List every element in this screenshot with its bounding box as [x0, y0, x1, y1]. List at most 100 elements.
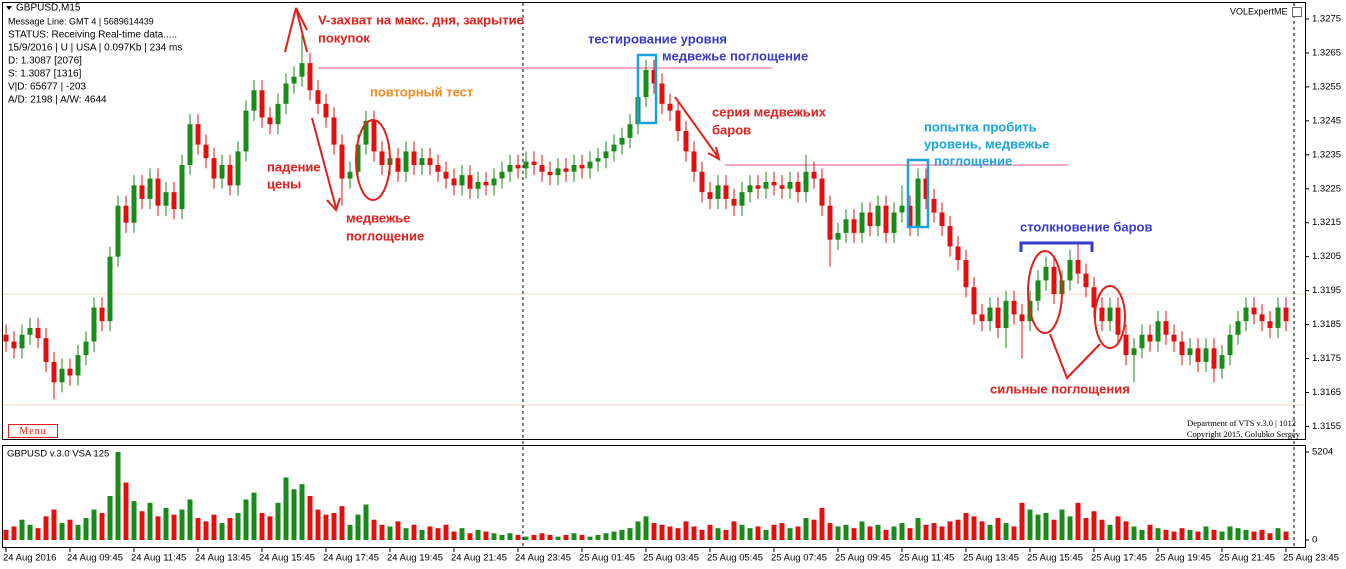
- candle-body: [619, 137, 625, 145]
- info-line: D: 1.3087 [2076]: [8, 56, 82, 67]
- volume-bar: [43, 516, 49, 540]
- candle-body: [1283, 307, 1289, 322]
- volume-bar: [1139, 529, 1145, 540]
- candle-body: [59, 368, 65, 383]
- box: [636, 53, 658, 125]
- candle-body: [531, 161, 537, 165]
- volume-bar: [979, 521, 985, 540]
- candle-body: [1147, 334, 1153, 342]
- volume-bar: [651, 523, 657, 540]
- candle-body: [947, 226, 953, 247]
- volume-bar: [59, 523, 65, 540]
- symbol-title: GBPUSD,M15: [16, 3, 81, 14]
- volume-bar: [531, 534, 537, 540]
- expert-checkbox[interactable]: [1292, 7, 1302, 17]
- candle-body: [499, 171, 505, 179]
- candle-body: [1131, 348, 1137, 356]
- candle-body: [307, 63, 313, 91]
- y-tick-label: 1.3195: [1312, 285, 1341, 296]
- volume-bar: [1059, 509, 1065, 540]
- y-tick-label: 1.3275: [1312, 13, 1341, 24]
- annotation: попытка пробить: [924, 119, 1037, 134]
- candle-body: [411, 151, 417, 165]
- volume-bar: [3, 529, 9, 540]
- candle-body: [723, 185, 729, 199]
- ellipse: [1094, 285, 1126, 349]
- volume-bar: [443, 524, 449, 540]
- price-panel: [2, 2, 1306, 440]
- candle-body: [155, 178, 161, 206]
- candle-body: [523, 161, 529, 169]
- candle-body: [851, 219, 857, 233]
- volume-bar: [1283, 531, 1289, 540]
- annotation: цены: [267, 176, 301, 191]
- volume-bar: [915, 518, 921, 540]
- expert-name: VOLExpertME: [1230, 6, 1288, 16]
- y-tick-label: 5204: [1312, 447, 1333, 458]
- candle-body: [291, 76, 297, 84]
- candle-body: [371, 120, 377, 152]
- menu-button[interactable]: Menu: [8, 424, 58, 438]
- collapse-icon[interactable]: [6, 6, 12, 10]
- candle-body: [651, 69, 657, 84]
- volume-bar: [195, 518, 201, 540]
- candle-body: [83, 341, 89, 356]
- candle-body: [219, 164, 225, 179]
- candle-body: [507, 164, 513, 172]
- candle-body: [547, 171, 553, 176]
- volume-bar: [1107, 524, 1113, 540]
- volume-bar: [923, 524, 929, 540]
- menu-label[interactable]: Menu: [19, 426, 46, 437]
- ellipse: [1027, 250, 1063, 334]
- candle-body: [1171, 334, 1177, 342]
- candle-body: [611, 144, 617, 152]
- volume-bar: [867, 526, 873, 540]
- candle-body: [355, 144, 361, 172]
- candle-body: [1035, 280, 1041, 301]
- volume-bar: [555, 536, 561, 540]
- candle-body: [235, 151, 241, 186]
- candle-body: [1275, 307, 1281, 328]
- volume-bar: [571, 533, 577, 540]
- volume-bar: [515, 534, 521, 540]
- volume-bar: [1099, 519, 1105, 540]
- candle-body: [51, 361, 57, 383]
- candle-body: [435, 164, 441, 172]
- menu-frame[interactable]: [8, 424, 58, 438]
- volume-bar: [419, 529, 425, 540]
- annotation: медвежье поглощение: [662, 48, 808, 63]
- volume-bar: [707, 524, 713, 540]
- candle-body: [1203, 348, 1209, 362]
- candle-body: [715, 185, 721, 199]
- annotation: тестирование уровня: [588, 31, 727, 46]
- volume-bar: [1115, 516, 1121, 540]
- volume-bar: [83, 518, 89, 540]
- volume-bar: [1131, 526, 1137, 540]
- x-tick-label: 24 Aug 19:45: [387, 553, 443, 564]
- x-tick-label: 24 Aug 23:45: [515, 553, 571, 564]
- volume-bar: [1027, 509, 1033, 540]
- volume-bar: [1147, 524, 1153, 540]
- volume-bar: [691, 526, 697, 540]
- volume-bar: [619, 529, 625, 540]
- candle-body: [707, 192, 713, 199]
- volume-bar: [1275, 528, 1281, 540]
- candle-body: [587, 161, 593, 169]
- volume-bar: [219, 523, 225, 540]
- volume-bar: [843, 524, 849, 540]
- volume-bar: [475, 529, 481, 540]
- candle-body: [891, 212, 897, 233]
- candle-body: [403, 151, 409, 172]
- candle-body: [475, 181, 481, 189]
- candle-body: [195, 124, 201, 145]
- volume-bar: [387, 526, 393, 540]
- candle-body: [419, 158, 425, 165]
- candle-body: [931, 198, 937, 213]
- candle-body: [123, 205, 129, 223]
- volume-bar: [523, 536, 529, 540]
- volume-bar: [883, 529, 889, 540]
- candle-body: [811, 171, 817, 179]
- volume-bar: [699, 529, 705, 540]
- info-line: S: 1.3087 [1316]: [8, 69, 82, 80]
- candle-body: [347, 171, 353, 179]
